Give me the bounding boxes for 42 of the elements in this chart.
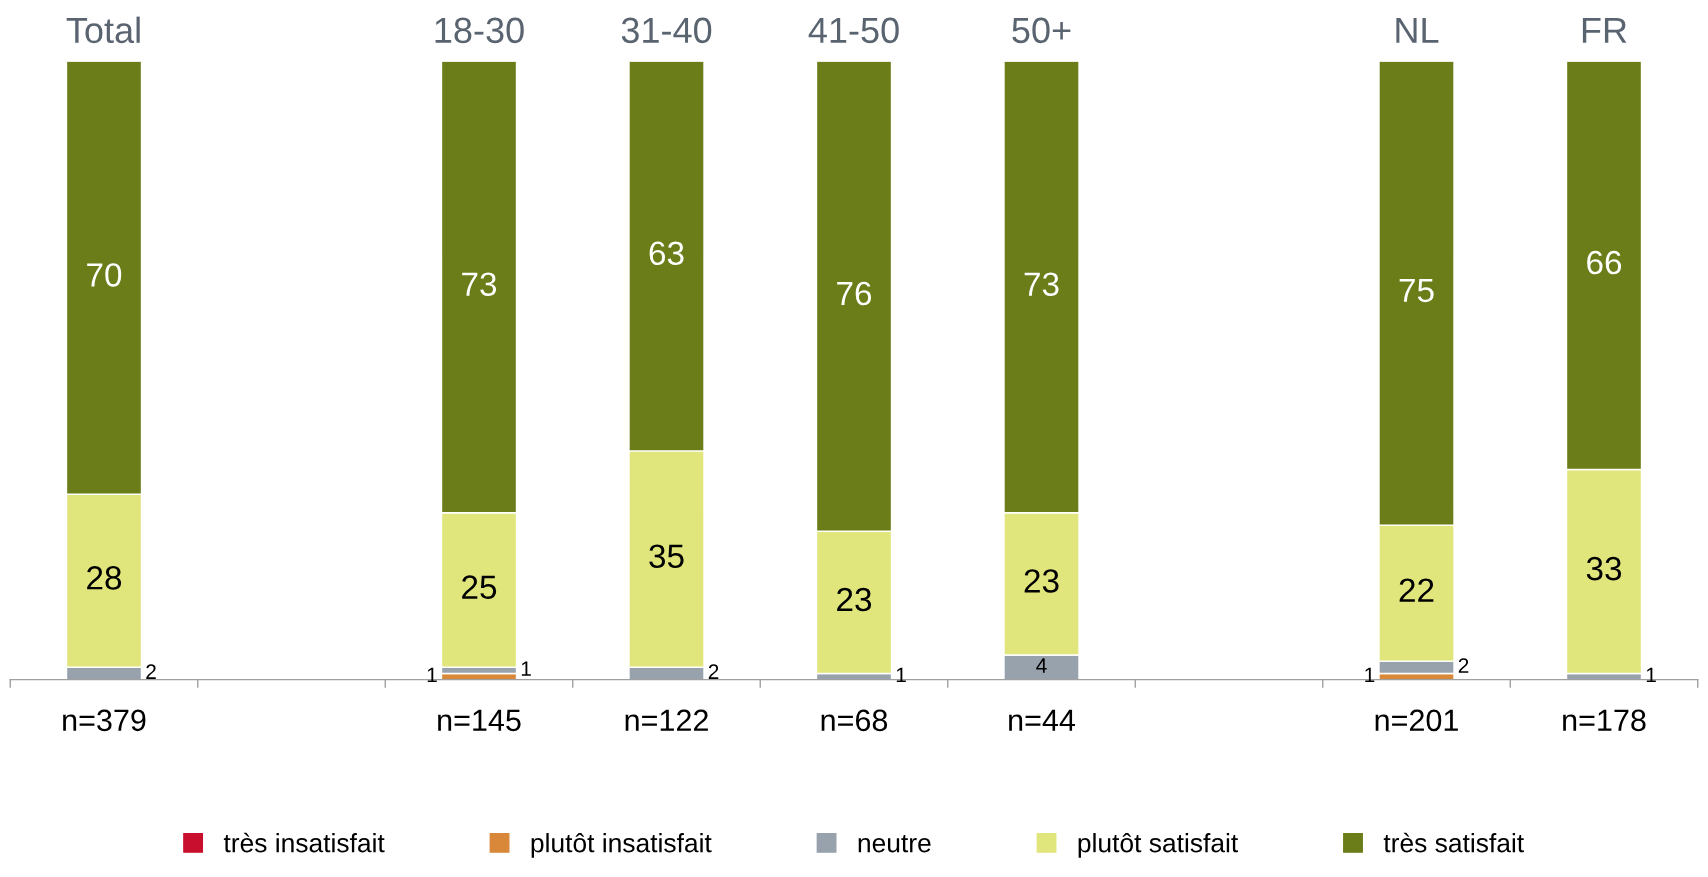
text: n=68 xyxy=(821,709,888,732)
legend-label: très insatisfait xyxy=(223,832,385,853)
x-tick-label: 41-50 xyxy=(808,17,899,44)
legend-label: très satisfait xyxy=(1383,832,1524,853)
data-label: 2 xyxy=(708,664,719,679)
text: n=201 xyxy=(1375,709,1458,732)
x-tick-label: 31-40 xyxy=(621,17,712,44)
legend-label: plutôt satisfait xyxy=(1078,832,1239,858)
data-label: 66 xyxy=(1587,250,1622,275)
text: n=145 xyxy=(438,709,521,732)
data-label: 63 xyxy=(649,241,684,266)
data-label: 1 xyxy=(896,667,906,682)
data-label: 1 xyxy=(1646,667,1656,682)
data-label: 22 xyxy=(1399,578,1434,602)
x-tick-label: NL xyxy=(1396,17,1439,43)
data-label: 1 xyxy=(521,661,531,676)
data-label: 33 xyxy=(1586,556,1622,581)
data-label: 73 xyxy=(462,272,497,297)
data-label: 23 xyxy=(837,587,872,612)
x-tick-label: 50+ xyxy=(1012,17,1071,44)
data-label: 70 xyxy=(87,263,122,287)
data-label: 1 xyxy=(1365,667,1375,682)
text: n=379 xyxy=(63,709,146,732)
data-label: 4 xyxy=(1036,658,1047,673)
x-tick-label: FR xyxy=(1582,17,1627,43)
data-label: 73 xyxy=(1024,272,1059,297)
text: n=178 xyxy=(1563,709,1646,732)
data-label: 1 xyxy=(427,667,437,682)
legend-label: plutôt insatisfait xyxy=(531,832,712,858)
x-tick-label: 18-30 xyxy=(435,17,524,44)
data-label: 76 xyxy=(837,281,872,306)
data-label: 35 xyxy=(649,544,684,569)
text: n=122 xyxy=(625,709,708,731)
data-label: 75 xyxy=(1399,278,1434,303)
legend-label: neutre xyxy=(858,835,931,853)
data-label: 2 xyxy=(1458,658,1469,673)
data-label: 2 xyxy=(146,664,156,679)
data-label: 25 xyxy=(462,575,497,599)
x-tick-label: Total xyxy=(66,16,140,44)
text: n=44 xyxy=(1009,709,1076,731)
data-label: 23 xyxy=(1024,569,1059,593)
data-label: 28 xyxy=(87,566,122,590)
